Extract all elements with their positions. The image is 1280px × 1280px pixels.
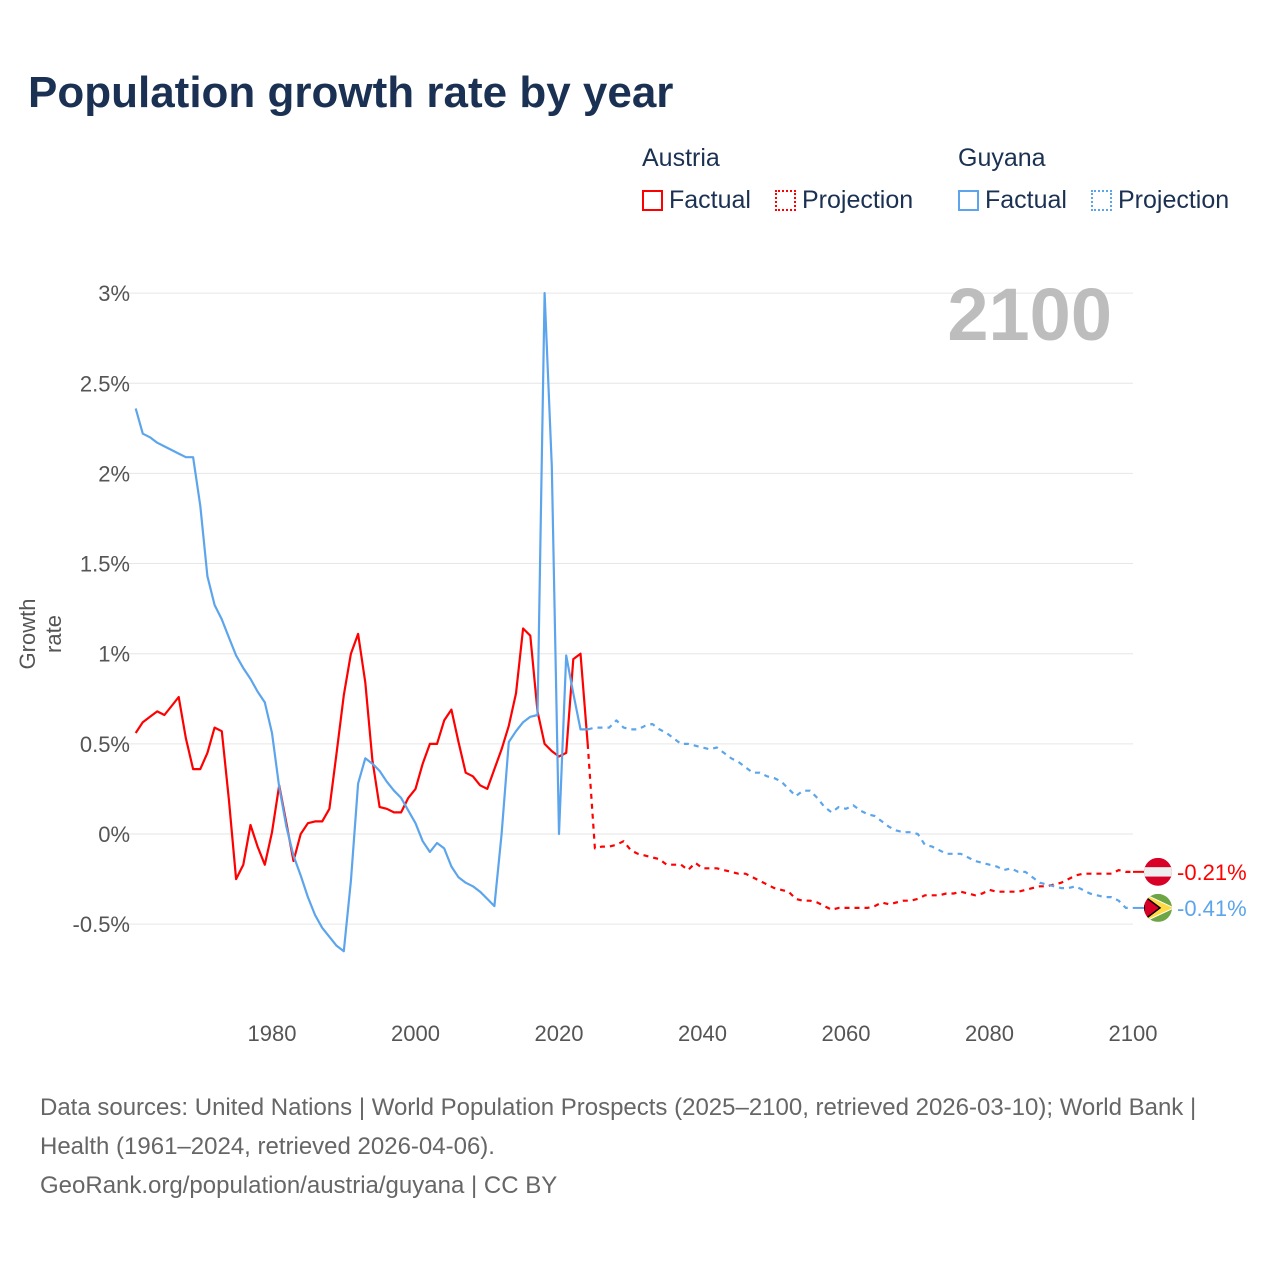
legend-item-guyana-factual[interactable]: Factual	[958, 186, 1067, 215]
legend-item-guyana-projection[interactable]: Projection	[1091, 186, 1229, 215]
series-line-austria-projection	[586, 743, 1133, 911]
guyana-end-value: -0.41%	[1177, 896, 1247, 921]
legend-label: Factual	[669, 186, 751, 214]
y-tick-label: 2%	[98, 461, 130, 486]
dotted-swatch-icon	[1091, 190, 1112, 211]
guyana-flag-icon	[1144, 893, 1172, 922]
legend-item-austria-projection[interactable]: Projection	[775, 186, 913, 215]
x-tick-label: 2040	[678, 1021, 727, 1046]
austria-end-value: -0.21%	[1177, 860, 1247, 885]
series-line-austria-factual	[134, 627, 589, 881]
x-tick-label: 2020	[535, 1021, 584, 1046]
y-tick-label: -0.5%	[73, 912, 130, 937]
x-tick-label: 2080	[965, 1021, 1014, 1046]
y-tick-label: 2.5%	[80, 371, 130, 396]
series-line-guyana-factual	[134, 292, 588, 953]
y-tick-label: 1%	[98, 642, 130, 667]
legend-group-name: Guyana	[958, 144, 1046, 172]
credit-link[interactable]: GeoRank.org/population/austria/guyana | …	[40, 1172, 558, 1199]
solid-swatch-icon	[958, 190, 979, 211]
current-year-label: 2100	[947, 273, 1112, 356]
x-tick-label: 1980	[248, 1021, 297, 1046]
solid-swatch-icon	[642, 190, 663, 211]
dotted-swatch-icon	[775, 190, 796, 211]
x-tick-label: 2100	[1109, 1021, 1158, 1046]
austria-flag-icon	[1144, 857, 1172, 886]
y-axis-label: Growth rate	[15, 598, 66, 670]
y-tick-label: 3%	[98, 281, 130, 306]
legend-label: Projection	[1118, 186, 1230, 214]
y-tick-label: 0%	[98, 822, 130, 847]
x-tick-label: 2060	[822, 1021, 871, 1046]
chart-title: Population growth rate by year	[28, 68, 674, 117]
series-line-guyana-projection	[587, 719, 1133, 909]
y-tick-label: 0.5%	[80, 732, 130, 757]
data-sources: Data sources: United Nations | World Pop…	[40, 1094, 1197, 1160]
legend-item-austria-factual[interactable]: Factual	[642, 186, 751, 215]
y-tick-label: 1.5%	[80, 552, 130, 577]
legend-label: Factual	[985, 186, 1067, 214]
x-tick-label: 2000	[391, 1021, 440, 1046]
footer: Data sources: United Nations | World Pop…	[40, 1088, 1240, 1205]
legend-label: Projection	[802, 186, 914, 214]
legend-group-name: Austria	[642, 144, 720, 172]
